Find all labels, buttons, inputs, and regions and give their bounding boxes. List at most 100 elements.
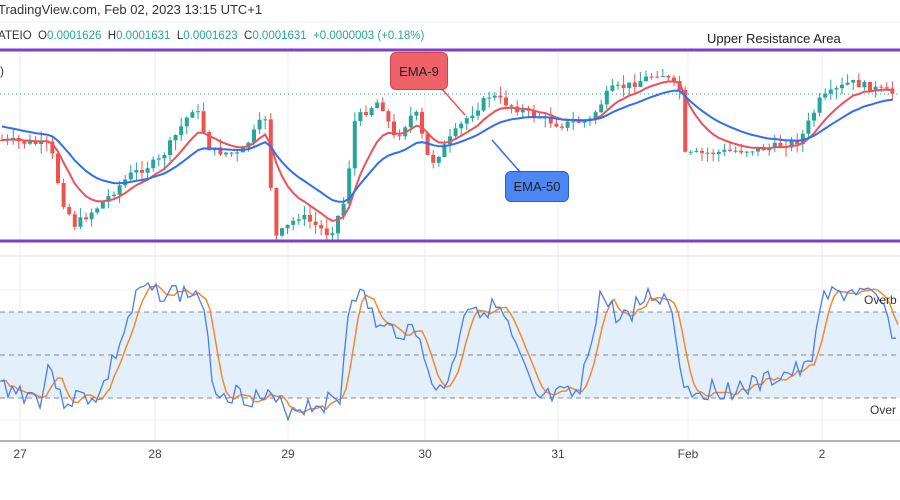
candle-body: [100, 201, 105, 209]
candle-body: [347, 168, 352, 204]
candle-body: [173, 135, 178, 141]
candle-body: [733, 150, 738, 152]
candle-body: [224, 152, 228, 155]
candle-body: [112, 194, 116, 196]
candle-body: [470, 115, 475, 119]
candle-body: [414, 111, 419, 116]
candle-body: [476, 110, 480, 116]
candle-body: [828, 89, 833, 94]
x-label-28: 28: [148, 447, 162, 461]
candle-body: [616, 84, 620, 86]
candle-body: [442, 144, 447, 157]
candle-body: [593, 112, 598, 119]
close-label: C: [244, 30, 253, 42]
x-label-29: 29: [281, 447, 295, 461]
candle-body: [296, 219, 301, 221]
high-label: H: [107, 30, 117, 42]
candle-body: [795, 140, 800, 144]
candle-body: [431, 154, 436, 163]
candle-body: [84, 217, 88, 220]
candle-body: [207, 132, 212, 151]
x-label-27: 27: [13, 447, 27, 461]
candle-body: [162, 154, 167, 159]
candle-body: [520, 109, 525, 113]
candle-body: [817, 97, 822, 113]
x-label-feb: Feb: [677, 447, 699, 461]
candle-body: [627, 82, 632, 88]
candle-body: [789, 140, 794, 148]
candle-body: [565, 121, 570, 128]
candle-body: [95, 208, 100, 213]
candle-body: [700, 150, 704, 153]
candle-body: [0, 140, 4, 141]
candle-body: [487, 97, 492, 99]
candle-body: [229, 152, 234, 154]
candle-body: [168, 140, 172, 155]
candle-body: [11, 137, 16, 139]
candle-body: [879, 86, 884, 88]
candle-body: [856, 79, 861, 88]
candle-body: [106, 195, 111, 202]
candle-body: [274, 188, 279, 236]
candle-body: [179, 126, 184, 136]
stoch-k-line: [0, 282, 896, 422]
symbol: ATEIO: [0, 30, 32, 42]
candle-body: [464, 118, 469, 124]
candle-body: [308, 214, 312, 222]
candle-body: [268, 119, 273, 189]
candle-body: [134, 169, 139, 173]
low-value: 0.0001623: [183, 30, 238, 42]
candle-body: [481, 98, 486, 111]
candle-body: [196, 111, 200, 113]
candle-body: [666, 75, 671, 78]
high-value: 0.0001631: [116, 30, 171, 42]
candle-body: [128, 172, 133, 180]
open-label: O: [38, 30, 47, 42]
candle-body: [694, 150, 699, 152]
candle-body: [890, 88, 895, 94]
candle-body: [800, 133, 805, 144]
candle-body: [812, 112, 816, 121]
candle-body: [851, 79, 856, 83]
candle-body: [61, 183, 66, 207]
candle-body: [728, 149, 732, 151]
chart-header: TradingView.com, Feb 02, 2023 13:15 UTC+…: [0, 2, 263, 17]
candle-body: [352, 121, 357, 169]
candle-body: [778, 142, 783, 147]
candle-body: [660, 75, 665, 77]
overbought-label: Overb: [864, 293, 897, 307]
candle-body: [750, 151, 755, 153]
candle-body: [716, 151, 721, 154]
candle-body: [291, 220, 296, 225]
candle-body: [862, 81, 867, 88]
candle-body: [336, 215, 340, 234]
candle-body: [548, 116, 553, 124]
candle-body: [705, 152, 710, 154]
candle-body: [190, 112, 195, 118]
candle-body: [235, 152, 240, 154]
ohlc-legend: ATEIO O0.0001626 H0.0001631 L0.0001623 C…: [0, 30, 424, 42]
candle-body: [649, 76, 654, 78]
change-value: +0.0000003 (+0.18%): [313, 30, 425, 42]
candle-body: [834, 88, 839, 90]
candle-body: [341, 203, 346, 216]
candle-body: [358, 112, 363, 122]
candle-body: [392, 121, 396, 136]
candle-body: [711, 152, 716, 154]
candle-body: [492, 95, 497, 98]
candle-body: [386, 111, 391, 122]
candle-body: [375, 102, 380, 109]
candle-body: [806, 120, 811, 134]
candle-body: [330, 233, 335, 236]
candle-body: [526, 109, 531, 111]
x-label-31: 31: [551, 447, 565, 461]
candle-body: [156, 158, 161, 160]
candle-body: [117, 185, 122, 195]
low-label: L: [176, 30, 184, 42]
ema9-label: EMA-9: [390, 52, 448, 90]
candle-body: [873, 86, 878, 92]
candle-body: [504, 97, 508, 106]
ema50-line: [1, 89, 893, 203]
candle-body: [324, 228, 329, 236]
